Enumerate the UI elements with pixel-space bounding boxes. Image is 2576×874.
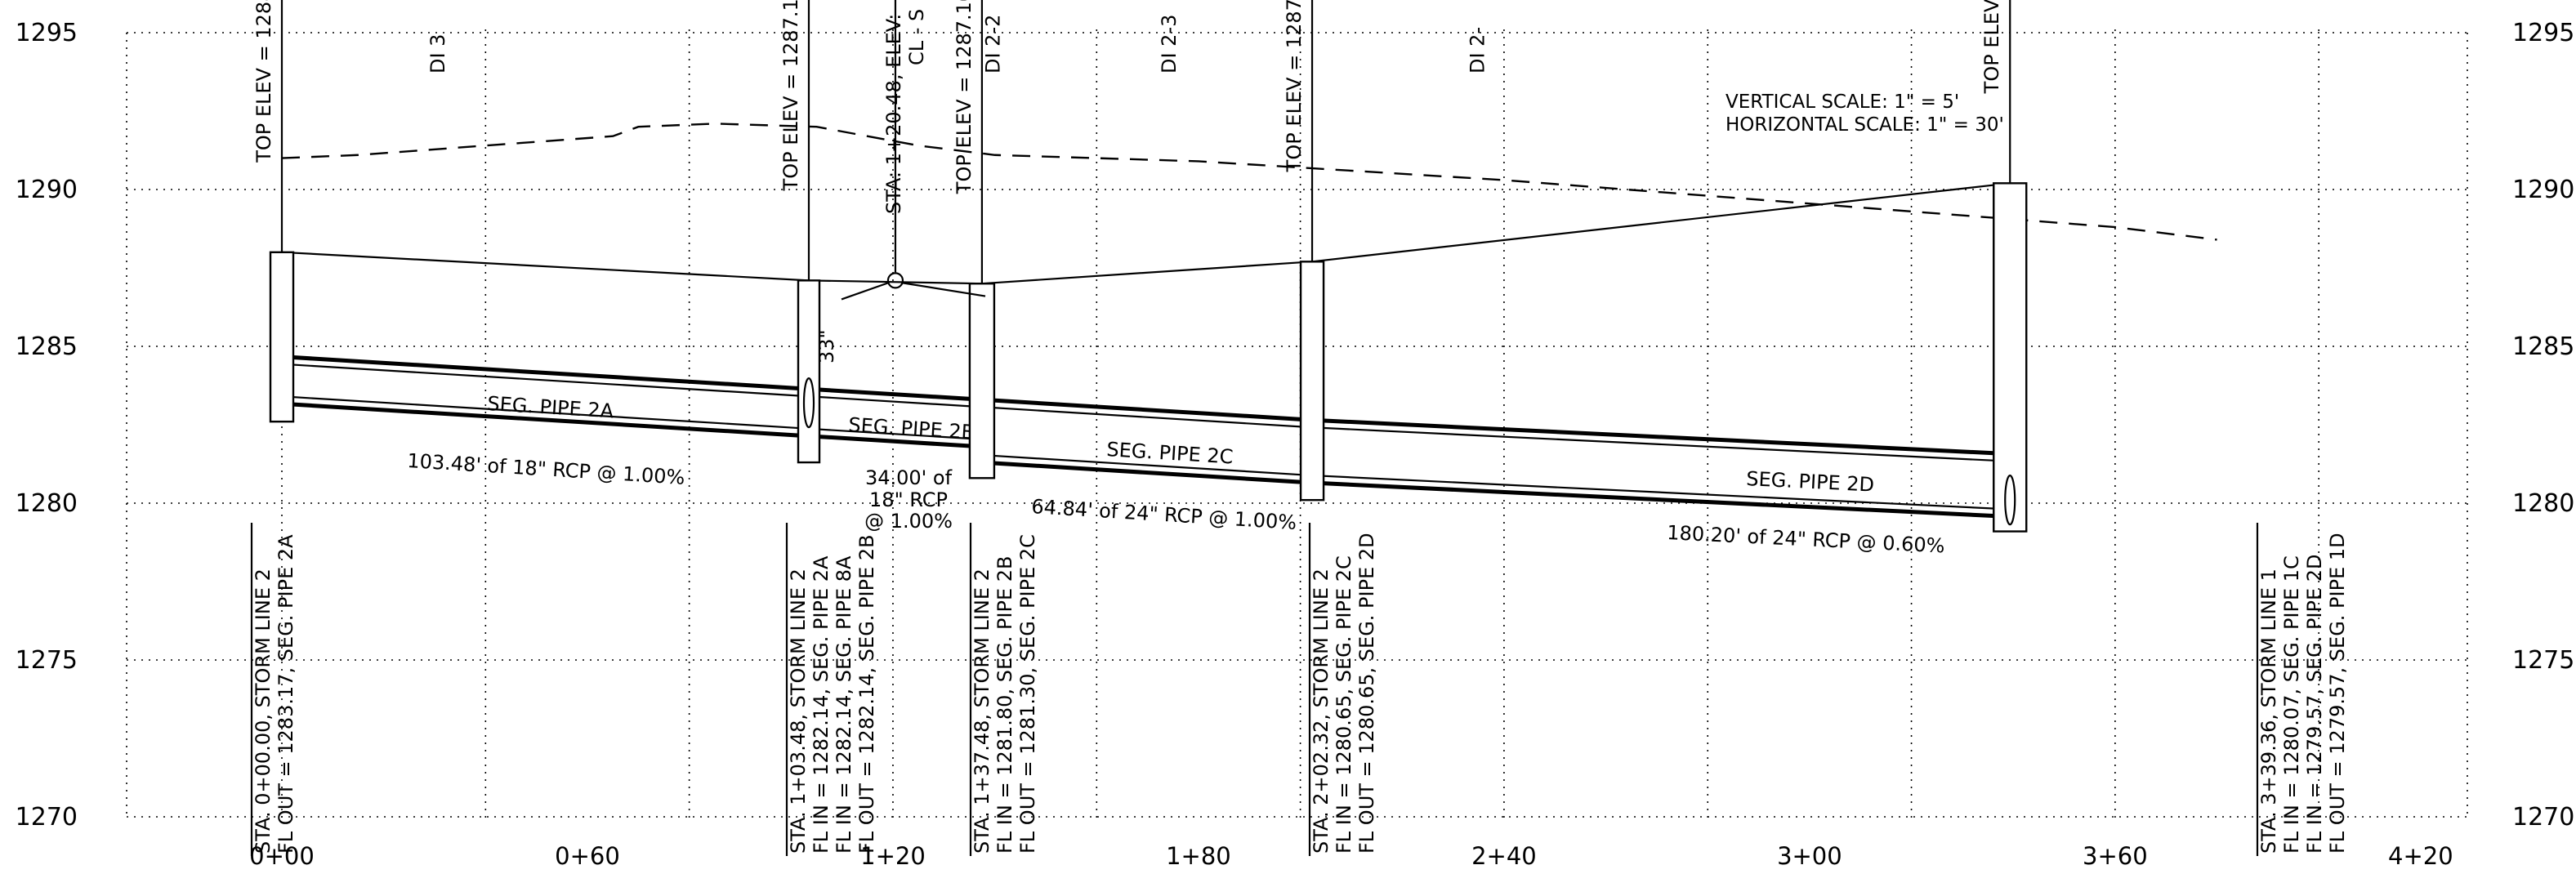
elevation-label-left: 1270 [16,803,78,832]
structure-name-label: DI 3 [426,34,449,74]
pipe-invert [981,460,1313,485]
elevation-label-right: 1295 [2512,19,2574,47]
station-label: 1+20 [860,842,926,870]
elevation-label-left: 1280 [16,489,78,518]
structure-name-label: DI 2-2 [981,15,1004,74]
structure-box [968,283,996,479]
structure-box [269,251,295,423]
elevation-label-right: 1285 [2512,332,2574,361]
vertical-scale-text: VERTICAL SCALE: 1" = 5' [1726,91,1959,113]
structure-info-label: FL IN = 1282.14, SEG. PIPE 2A [810,555,833,854]
structure-info-label: FL IN = 1281.80, SEG. PIPE 2B [993,555,1016,854]
structure-info-label: FL OUT = 1279.57, SEG. PIPE 1D [2326,533,2349,854]
pipe-invert [808,434,983,449]
crossing-link [841,282,889,301]
structure-name-label: DI 2- [1466,27,1489,74]
structure-info-label: FL OUT = 1281.30, SEG. PIPE 2C [1016,534,1039,854]
structure-box [1299,261,1325,502]
pipe-crown-inner [808,395,982,408]
elevation-label-right: 1280 [2512,489,2574,518]
structure-top-elev-label: TOP ELEV = 1287.10 [953,0,975,194]
crossing-label: STA: 1+20.48, ELEV: [882,14,905,214]
scale-note: VERTICAL SCALE: 1" = 5' HORIZONTAL SCALE… [1726,91,2004,136]
station-label: 3+60 [2083,842,2148,870]
crossing-label: CL - S [905,9,928,65]
station-axis: 0+00 0+60 1+20 1+80 2+40 3+00 3+60 4+20 [249,842,2453,870]
structure-box [797,279,821,464]
station-label: 2+40 [1471,842,1537,870]
structure-top-elev-label: TOP ELEV = 1288 [252,0,275,163]
structure-info-label: STA. 3+39.36, STORM LINE 1 [2257,569,2280,854]
structure-size-label: 33" [815,329,838,363]
structure-info-label: FL IN = 1280.07, SEG. PIPE 1C [2280,555,2303,854]
pipe-crown [981,397,1313,422]
structure-name-label: DI 2-3 [1158,15,1181,74]
station-label: 0+60 [555,842,620,870]
elevation-label-left: 1295 [16,19,78,47]
ground-profile [281,123,2217,285]
station-label: 1+80 [1166,842,1231,870]
crossing-marker [886,272,904,289]
structure-info-label: FL IN = 1280.65, SEG. PIPE 2C [1333,555,1355,854]
elevation-label-left: 1285 [16,332,78,361]
elevation-label-left: 1275 [16,646,78,675]
structure-info-label: FL IN = 1279.57, SEG. PIPE 2D [2303,554,2326,854]
pipe-crown [281,355,810,391]
existing-ground-line [281,123,2217,241]
grid [126,29,2468,820]
elevation-label-right: 1270 [2512,803,2574,832]
elevation-label-right: 1275 [2512,646,2574,675]
pipe-description-label: 103.48' of 18" RCP @ 1.00% [407,449,685,489]
structure-info-label: FL OUT = 1282.14, SEG. PIPE 2B [855,534,878,854]
pipe-crown-inner [281,363,810,398]
pipe-invert-inner [808,427,982,440]
utility-crossing: STA: 1+20.48, ELEV: CL - S [841,0,986,301]
pipe-crown-inner [1312,426,2011,462]
structure-info-label: FL OUT = 1283.17, SEG. PIPE 2A [275,534,297,854]
pipe-description-label: @ 1.00% [864,510,953,533]
elevation-axis: 1295 1295 1290 1290 1285 1285 1280 1280 1275 1275… [16,19,2575,832]
structure-top-elev-label: TOP ELEV = [1980,0,2003,94]
pipe-crown-inner [981,406,1313,429]
outlet-oval [2004,475,2016,526]
elevation-label-left: 1290 [16,176,78,204]
structure-box [1993,182,2028,533]
structure-info-label: STA. 1+37.48, STORM LINE 2 [971,569,993,854]
station-label: 4+20 [2388,842,2453,870]
pipe-crown [808,386,983,402]
pipe-invert-inner [1312,474,2011,511]
pipe-description-label: 18" RCP [869,488,948,511]
structure-info-label: FL IN = 1282.14, SEG. PIPE 8A [833,555,855,854]
pipe-description-label: 64.84' of 24" RCP @ 1.00% [1031,495,1297,534]
structure-info-label: FL OUT = 1280.65, SEG. PIPE 2D [1355,533,1378,854]
pipe-invert-inner [281,395,810,430]
pipe-invert [281,401,810,439]
structure-info-label: STA. 1+03.48, STORM LINE 2 [787,569,810,854]
structure-top-elev-label: TOP ELEV = 1287.10 [779,0,802,191]
station-label: 3+00 [1777,842,1842,870]
pipe-crown [1311,417,2011,457]
station-label: 0+00 [249,842,315,870]
structure-top-elev-label: TOP ELEV = 1287.7 [1283,0,1306,172]
structure-info-label: STA. 2+02.32, STORM LINE 2 [1310,569,1333,854]
pipe-invert [1311,480,2011,519]
crossing-link [902,282,986,297]
structures: TOP ELEV = 1288 DI 3 STA. 0+00.00, STORM L… [250,0,2349,856]
pipe-name-label: SEG. PIPE 2D [1746,467,1875,497]
pipe-invert-inner [981,453,1313,477]
elevation-label-right: 1290 [2512,176,2574,204]
pipe-description-label: 34.00' of [865,466,953,489]
structure-info-label: STA. 0+00.00, STORM LINE 2 [252,569,275,854]
outlet-oval [802,377,815,429]
horizontal-scale-text: HORIZONTAL SCALE: 1" = 30' [1726,114,2004,136]
